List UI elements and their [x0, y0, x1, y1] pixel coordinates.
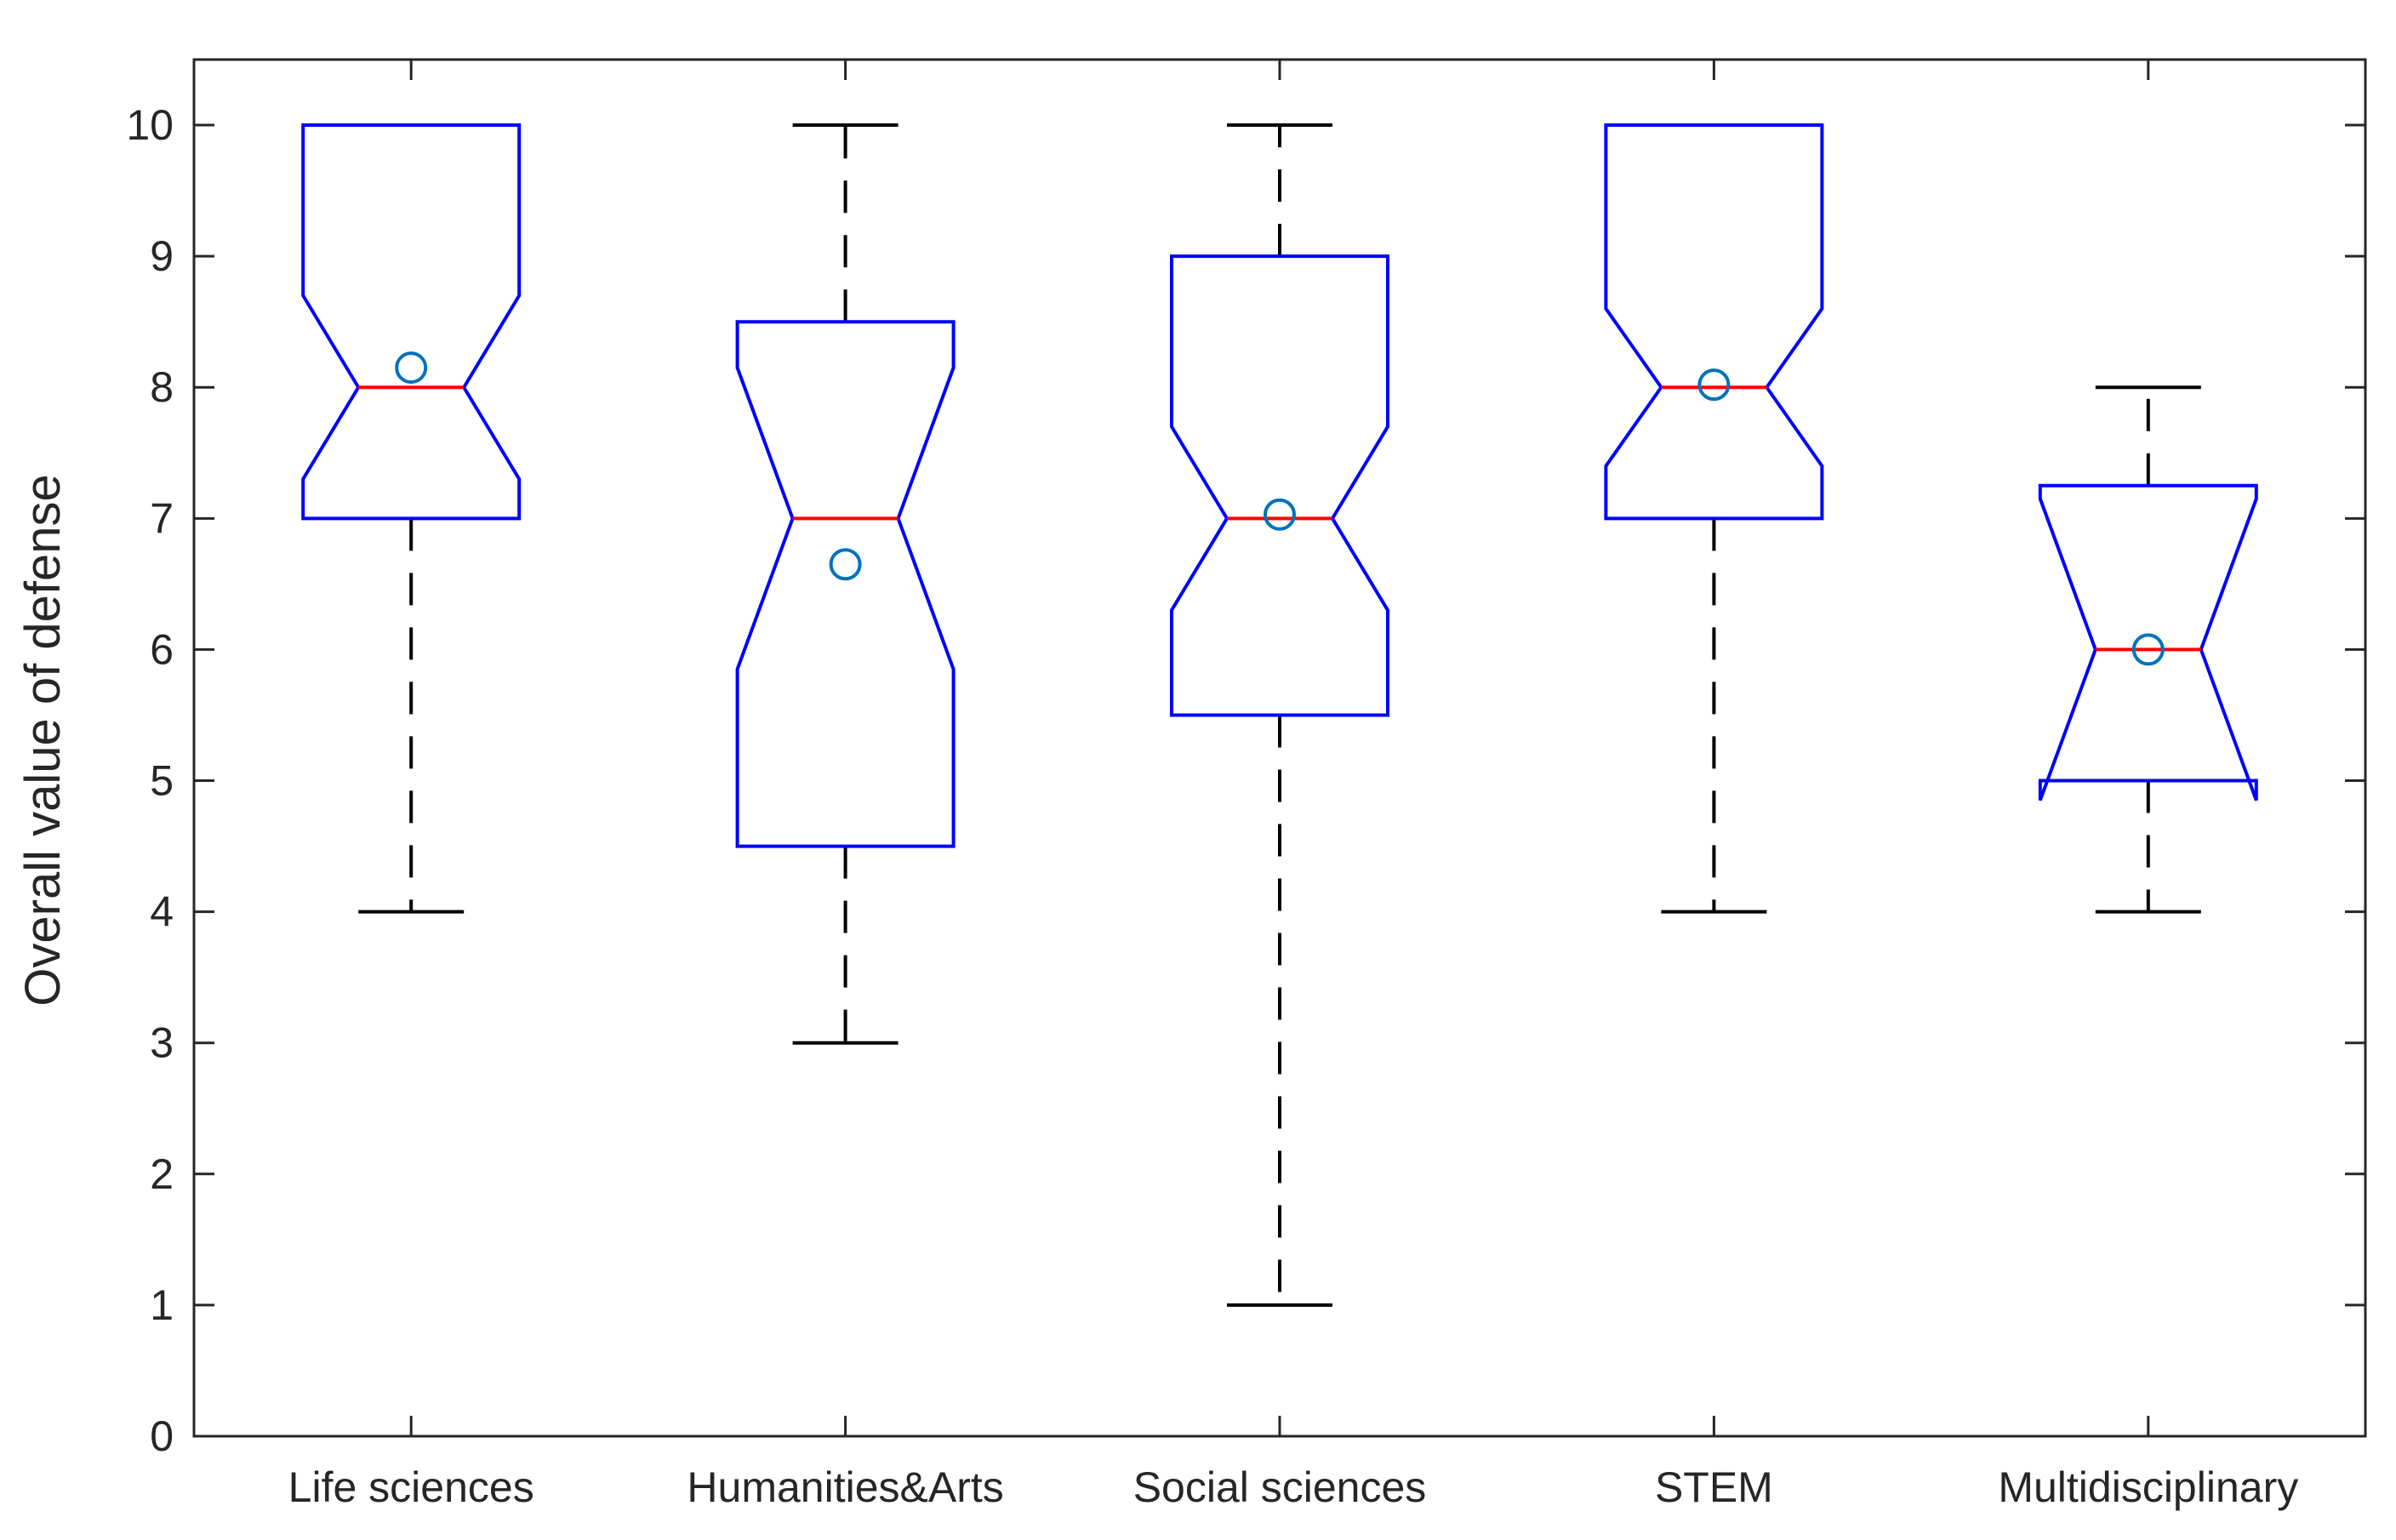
y-tick-label: 3 — [150, 1019, 174, 1067]
y-tick-label: 4 — [150, 888, 174, 936]
y-tick-label: 6 — [150, 625, 174, 673]
boxes — [301, 123, 2258, 1307]
axes: 0 1 2 3 4 5 6 7 8 9 10 Life sciences Humanities&Arts… — [126, 58, 2367, 1511]
box-group — [301, 123, 522, 914]
mean-marker — [829, 548, 862, 581]
y-tick-label: 9 — [150, 232, 174, 280]
x-tick-label: Life sciences — [288, 1463, 534, 1511]
mean-marker — [395, 351, 428, 385]
x-tick-label: STEM — [1655, 1463, 1773, 1511]
notched-box — [1170, 254, 1389, 717]
x-tick-label: Multidisciplinary — [1998, 1463, 2298, 1511]
box-group — [1604, 123, 1824, 914]
notched-box — [2038, 483, 2258, 801]
mean-marker — [2131, 633, 2165, 666]
y-axis-label: Overall value of defense — [15, 474, 71, 1006]
box-group — [2038, 385, 2258, 914]
notched-box — [1604, 123, 1824, 521]
box-group — [735, 123, 956, 1045]
notched-box — [301, 123, 522, 521]
y-tick-label: 10 — [126, 101, 174, 149]
y-tick-label: 1 — [150, 1281, 174, 1329]
mean-marker — [1697, 368, 1731, 402]
y-tick-label: 0 — [150, 1412, 174, 1460]
x-tick-label: Humanities&Arts — [687, 1463, 1003, 1511]
y-tick-label: 5 — [150, 757, 174, 805]
y-tick-label: 8 — [150, 363, 174, 411]
notched-box — [735, 320, 956, 848]
y-tick-label: 2 — [150, 1150, 174, 1198]
x-tick-label: Social sciences — [1133, 1463, 1427, 1511]
mean-marker — [1264, 498, 1296, 531]
box-group — [1170, 123, 1389, 1307]
y-tick-label: 7 — [150, 494, 174, 542]
